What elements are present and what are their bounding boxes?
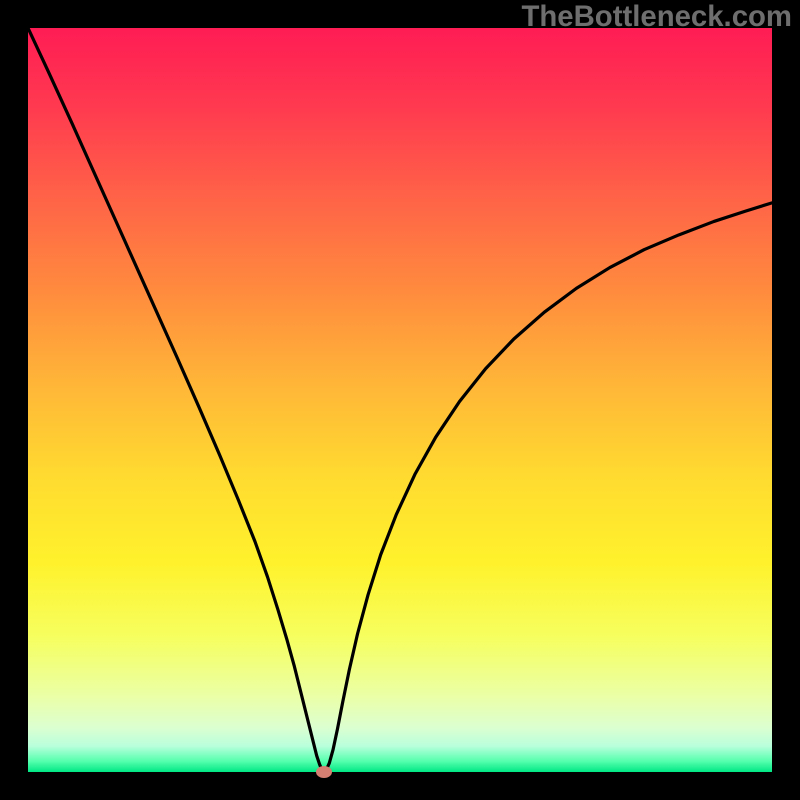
curve-path [28,28,772,772]
bottleneck-curve [28,28,772,772]
chart-frame: TheBottleneck.com [0,0,800,800]
optimal-point-marker [316,766,332,778]
watermark-text: TheBottleneck.com [521,0,792,34]
plot-area [28,28,772,772]
